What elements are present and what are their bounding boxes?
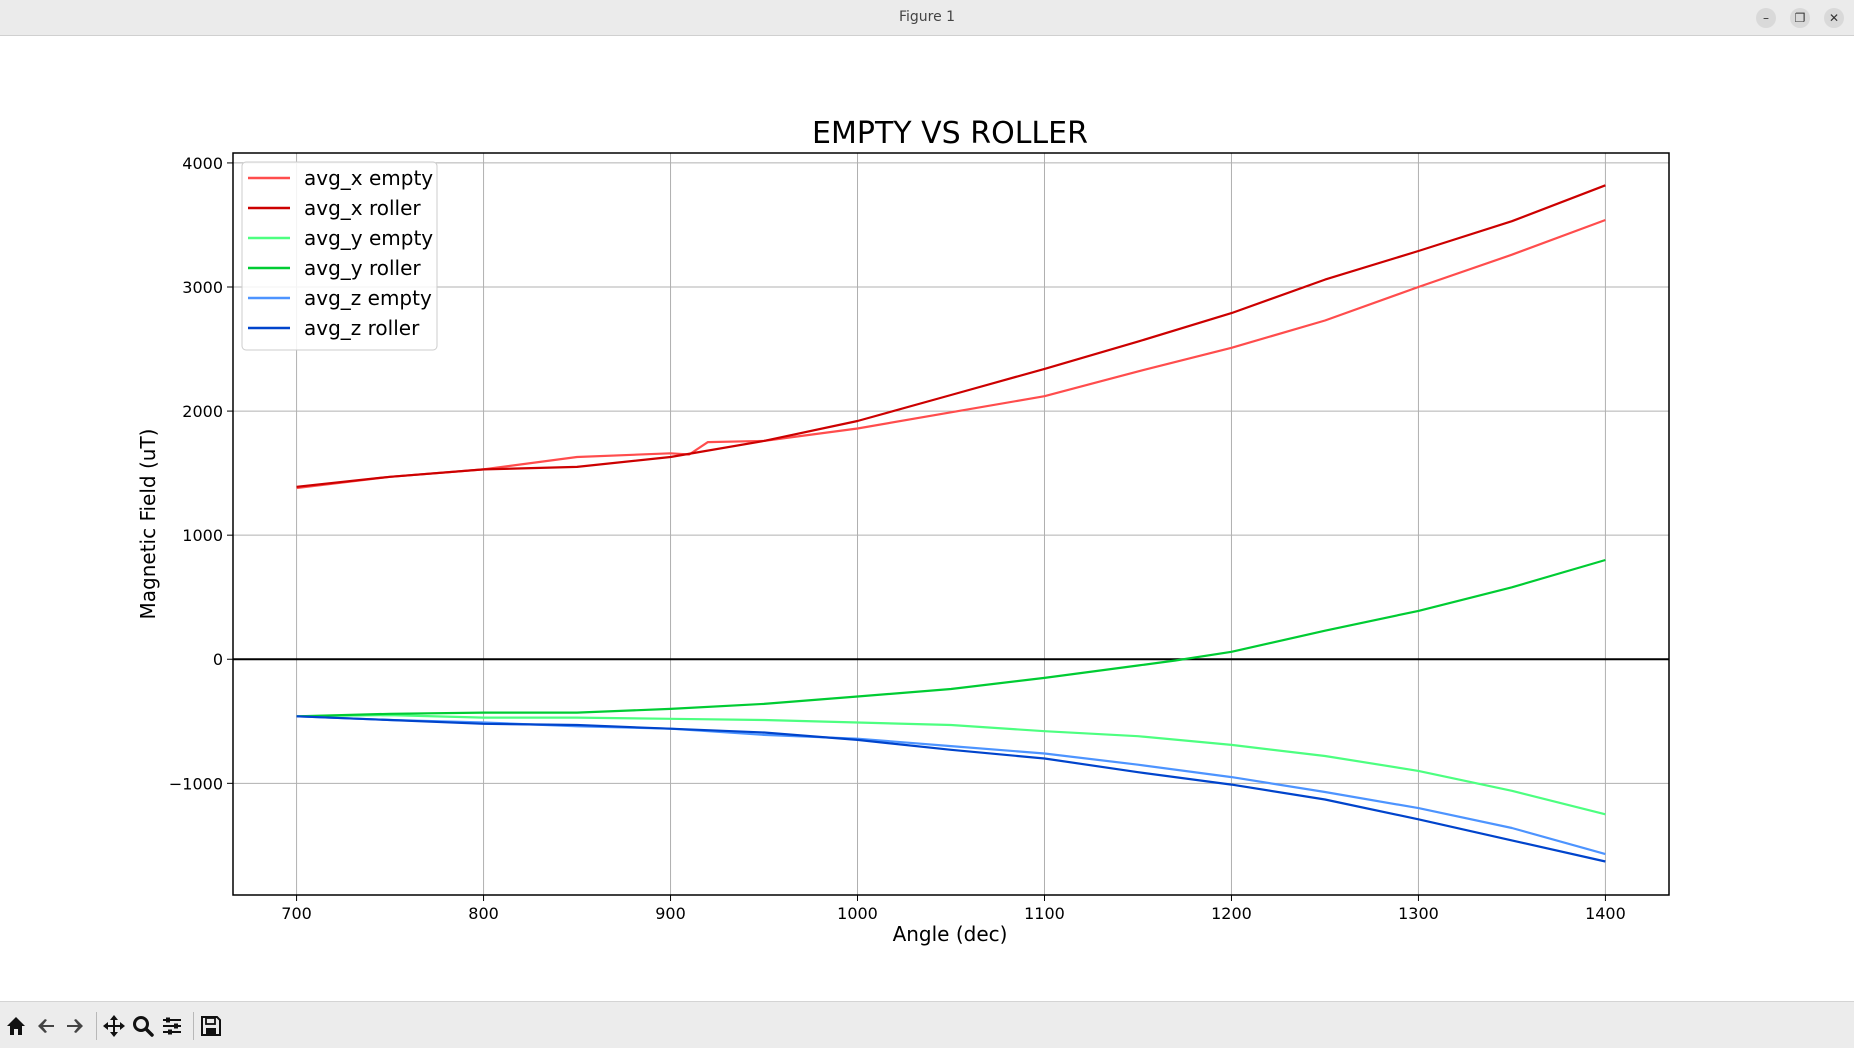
series-line-avg-y-empty [296,713,1606,816]
series-group [296,184,1606,863]
legend: avg_x empty avg_x roller avg_y empty avg_y … [241,161,438,351]
y-axis-label: Magnetic Field (uT) [136,429,160,620]
y-tick-label: 0 [213,650,223,669]
plot-frame [232,152,1670,896]
toolbar-separator [96,1012,97,1040]
toolbar-separator [193,1012,194,1040]
x-axis-label: Angle (dec) [893,922,1008,946]
pan-icon[interactable] [102,1014,126,1038]
x-tick-label: 1000 [837,904,878,923]
navigation-toolbar [0,1001,1854,1048]
x-tick-label: 1400 [1585,904,1626,923]
legend-label: avg_y roller [304,256,421,280]
forward-arrow-icon[interactable] [63,1014,87,1038]
figure-canvas: EMPTY VS ROLLER 700 800 900 1000 1100 1200 130… [0,37,1854,1000]
x-tick-label: 1300 [1398,904,1439,923]
series-line-avg-x-roller [296,184,1606,488]
legend-label: avg_x roller [304,196,421,220]
x-tick-label: 1200 [1211,904,1252,923]
x-tick-label: 900 [655,904,686,923]
y-tick-label: 2000 [182,402,223,421]
y-tick-label: 4000 [182,154,223,173]
window-titlebar: Figure 1 – ❐ ✕ [0,0,1854,36]
x-tick-label: 1100 [1024,904,1065,923]
configure-subplots-icon[interactable] [160,1014,184,1038]
home-icon[interactable] [4,1014,28,1038]
axis-ticks: 700 800 900 1000 1100 1200 1300 1400 −1000 0 1000 2… [169,154,1626,923]
series-line-avg-y-roller [296,558,1606,718]
chart-title: EMPTY VS ROLLER [812,116,1088,151]
grid [233,153,1669,895]
y-tick-label: 3000 [182,278,223,297]
legend-box [241,161,438,351]
zoom-icon[interactable] [131,1014,155,1038]
restore-button[interactable]: ❐ [1790,8,1810,28]
y-tick-label: −1000 [169,774,223,793]
x-tick-label: 700 [281,904,312,923]
legend-label: avg_z empty [304,286,432,310]
x-tick-label: 800 [468,904,499,923]
legend-label: avg_z roller [304,316,420,340]
close-button[interactable]: ✕ [1824,8,1844,28]
y-tick-label: 1000 [182,526,223,545]
minimize-button[interactable]: – [1756,8,1776,28]
window-title: Figure 1 [898,9,956,25]
legend-label: avg_y empty [304,226,433,250]
series-line-avg-x-empty [296,218,1606,490]
series-line-avg-z-roller [296,715,1606,863]
back-arrow-icon[interactable] [34,1014,58,1038]
legend-label: avg_x empty [304,166,433,190]
save-icon[interactable] [199,1014,223,1038]
series-line-avg-z-empty [296,715,1606,856]
line-chart: EMPTY VS ROLLER 700 800 900 1000 1100 1200 130… [136,116,1670,946]
